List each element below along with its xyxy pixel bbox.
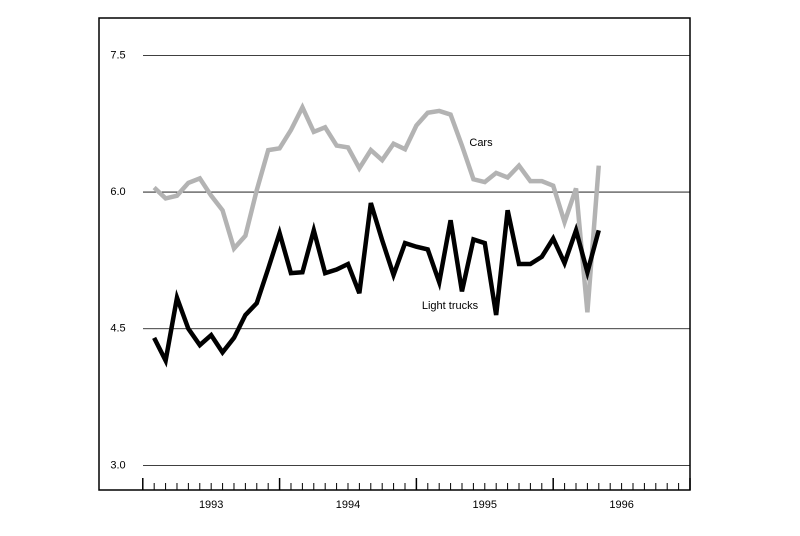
series-line xyxy=(152,102,601,313)
y-tick-label: 4.5 xyxy=(110,323,125,335)
series-label: Light trucks xyxy=(422,300,479,312)
x-tick-label: 1995 xyxy=(473,499,497,511)
y-tick-label: 6.0 xyxy=(110,186,125,198)
x-tick-label: 1993 xyxy=(199,499,223,511)
x-tick-label: 1994 xyxy=(336,499,360,511)
y-tick-label: 3.0 xyxy=(110,459,125,471)
y-tick-label: 7.5 xyxy=(110,49,125,61)
plot-frame xyxy=(98,17,691,491)
series-line xyxy=(152,202,601,368)
series-label: Cars xyxy=(469,137,493,149)
x-tick-label: 1996 xyxy=(609,499,633,511)
